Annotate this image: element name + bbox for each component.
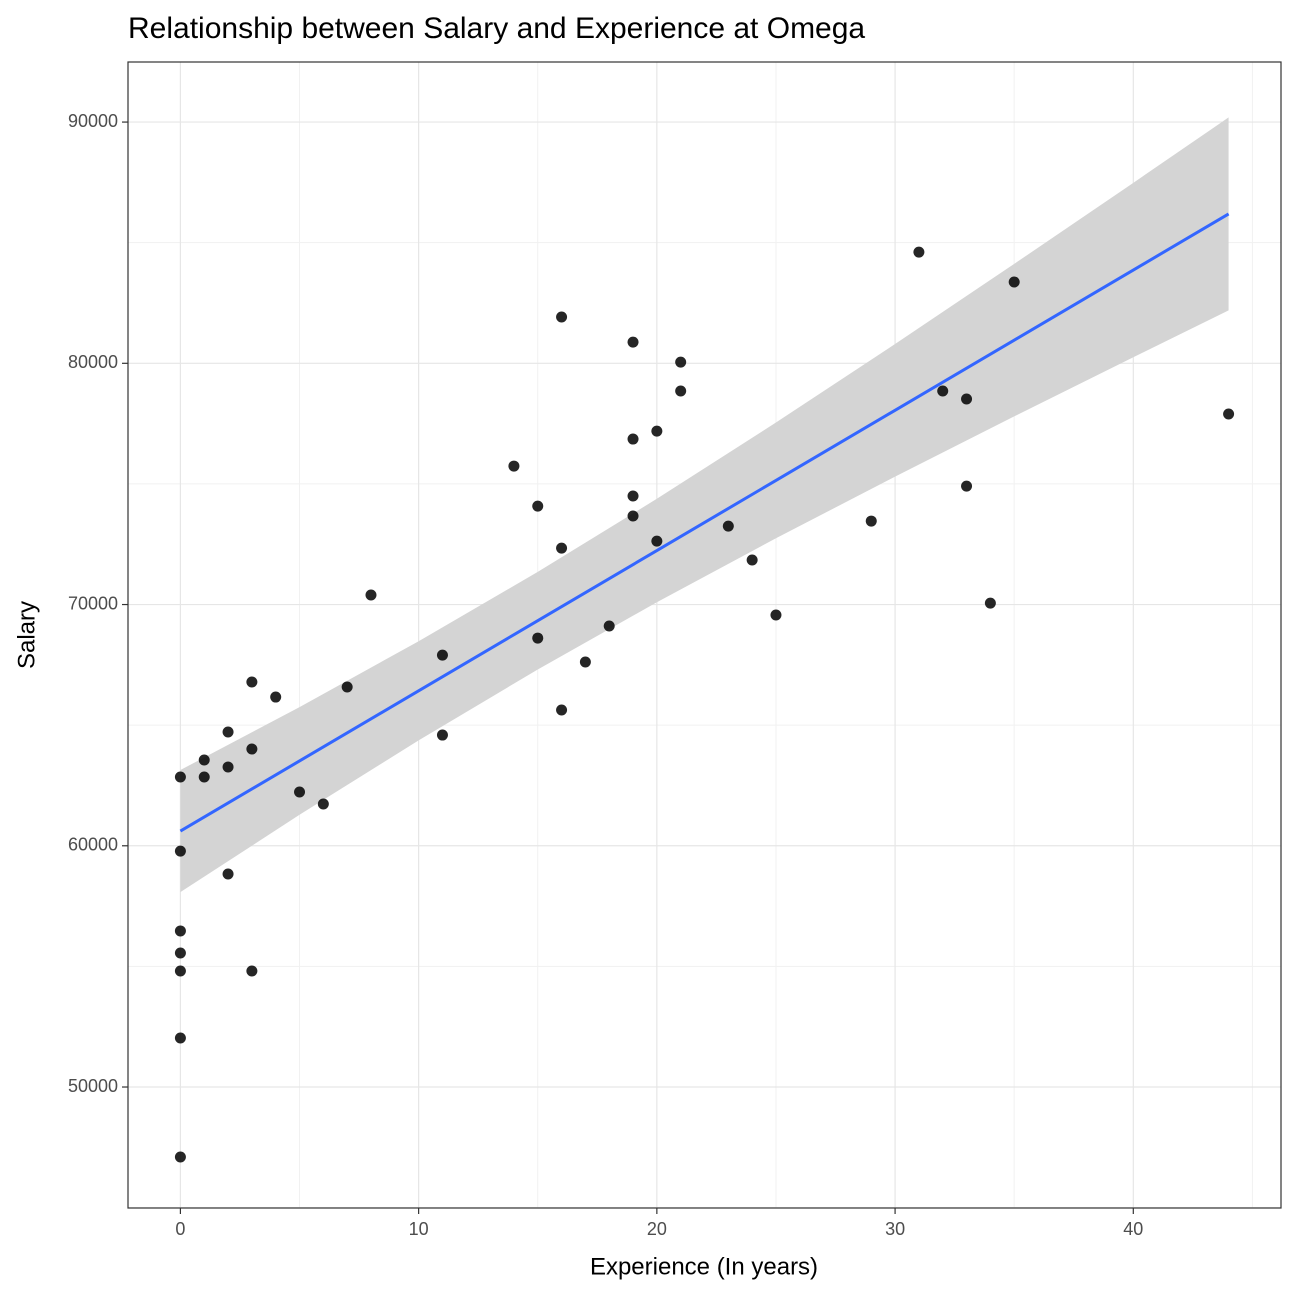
x-tick-label: 40 — [1123, 1219, 1143, 1239]
point — [1223, 408, 1235, 420]
point — [961, 480, 973, 492]
point — [1008, 276, 1020, 288]
point — [770, 609, 782, 621]
x-tick-label: 20 — [647, 1219, 667, 1239]
point — [532, 632, 544, 644]
point — [579, 656, 591, 668]
point — [556, 704, 568, 716]
y-axis-title: Salary — [13, 601, 40, 669]
point — [174, 947, 186, 959]
y-tick-label: 90000 — [68, 111, 118, 131]
x-tick-label: 30 — [885, 1219, 905, 1239]
point — [603, 620, 615, 632]
point — [198, 754, 210, 766]
point — [627, 336, 639, 348]
point — [246, 965, 258, 977]
point — [675, 385, 687, 397]
point — [865, 515, 877, 527]
point — [317, 798, 329, 810]
point — [174, 1151, 186, 1163]
point — [746, 554, 758, 566]
point — [651, 425, 663, 437]
point — [675, 356, 687, 368]
point — [627, 490, 639, 502]
point — [984, 597, 996, 609]
point — [174, 1032, 186, 1044]
panel-border — [127, 61, 1282, 1209]
point — [174, 965, 186, 977]
point — [174, 845, 186, 857]
point — [198, 771, 210, 783]
point — [294, 786, 306, 798]
point — [270, 691, 282, 703]
point — [246, 743, 258, 755]
point — [556, 311, 568, 323]
point — [174, 771, 186, 783]
point — [508, 460, 520, 472]
fit-line — [179, 212, 1230, 833]
point — [246, 676, 258, 688]
point — [341, 681, 353, 693]
point — [222, 761, 234, 773]
y-tick-label: 80000 — [68, 352, 118, 372]
point — [436, 649, 448, 661]
confidence-band — [180, 117, 1229, 893]
point — [913, 246, 925, 258]
point — [222, 726, 234, 738]
y-tick-label: 70000 — [68, 593, 118, 613]
point — [627, 510, 639, 522]
point — [937, 385, 949, 397]
point — [436, 729, 448, 741]
x-tick-label: 10 — [409, 1219, 429, 1239]
y-tick-label: 50000 — [68, 1076, 118, 1096]
point — [365, 589, 377, 601]
point — [961, 393, 973, 405]
point — [174, 925, 186, 937]
point — [556, 542, 568, 554]
point — [722, 520, 734, 532]
point — [627, 433, 639, 445]
point — [532, 500, 544, 512]
x-axis-title: Experience (In years) — [590, 1253, 818, 1280]
x-tick-label: 0 — [175, 1219, 185, 1239]
point — [222, 868, 234, 880]
y-tick-label: 60000 — [68, 835, 118, 855]
point — [651, 535, 663, 547]
chart-title: Relationship between Salary and Experien… — [128, 12, 865, 45]
